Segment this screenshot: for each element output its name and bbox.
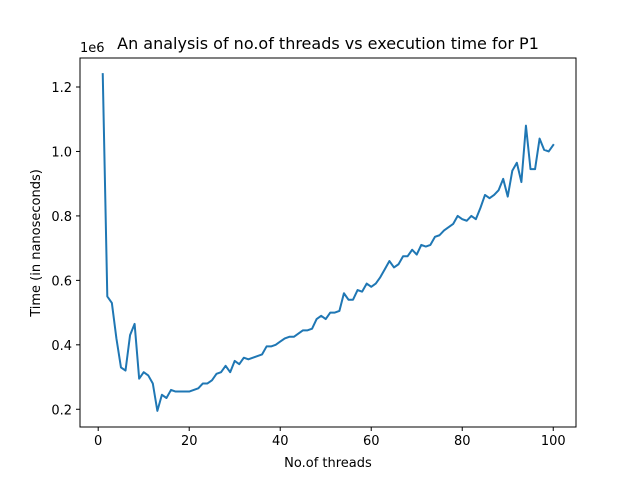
series-line-0 [101, 73, 555, 412]
x-axis-label: No.of threads [284, 456, 372, 471]
x-tick-label: 100 [541, 434, 566, 449]
plot-frame [79, 57, 577, 428]
x-tick-label: 60 [363, 434, 380, 449]
y-tick-label: 0.2 [51, 403, 72, 418]
y-axis-label: Time (in nanoseconds) [29, 169, 44, 318]
y-tick-label: 0.4 [51, 339, 72, 354]
x-tick-label: 20 [181, 434, 198, 449]
y-tick-label: 0.8 [51, 210, 72, 225]
x-tick-label: 80 [454, 434, 471, 449]
x-tick-label: 0 [94, 434, 102, 449]
y-tick-label: 1.0 [51, 145, 72, 160]
y-offset-label: 1e6 [80, 41, 105, 56]
y-tick-label: 1.2 [51, 81, 72, 96]
y-tick-label: 0.6 [51, 274, 72, 289]
x-tick-label: 40 [272, 434, 289, 449]
chart-title: An analysis of no.of threads vs executio… [117, 34, 539, 53]
